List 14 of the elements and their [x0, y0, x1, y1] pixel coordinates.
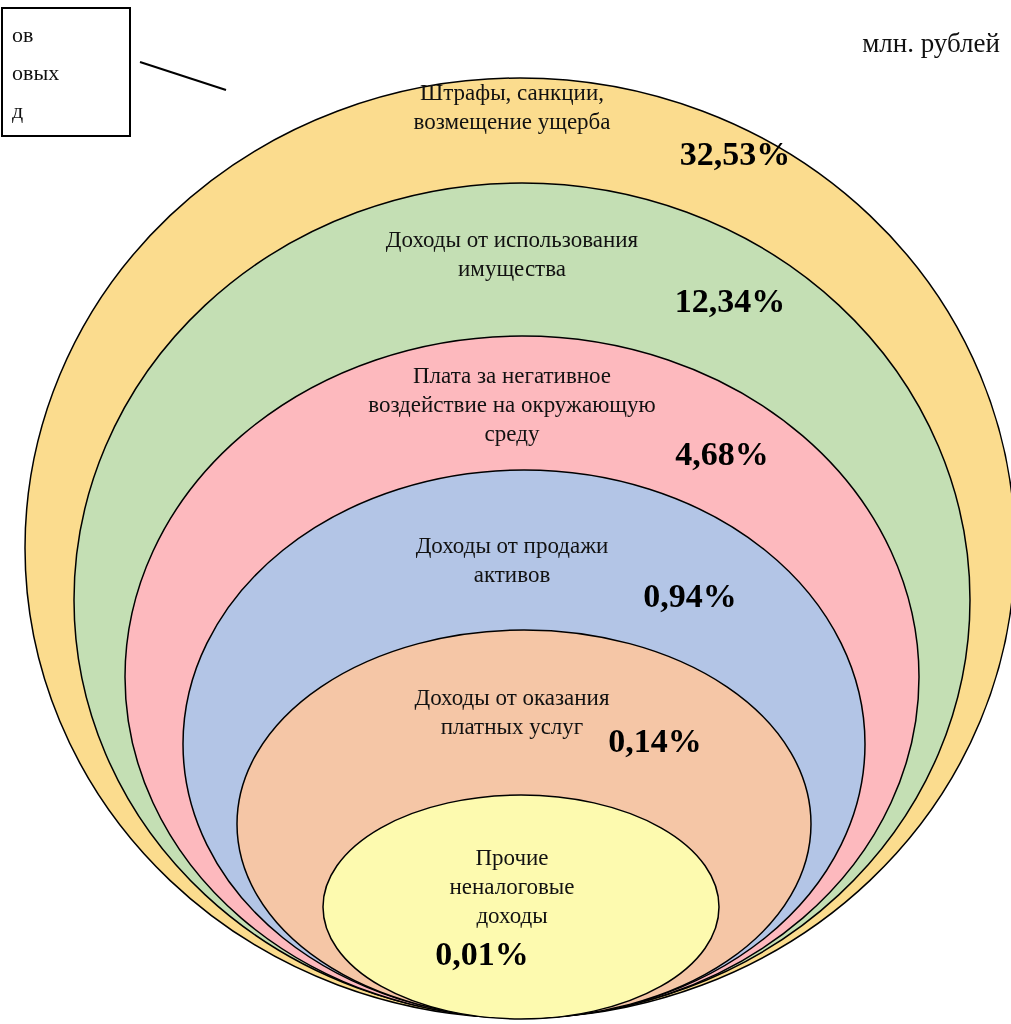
- data-label: 0,01%: [435, 935, 529, 972]
- category-label: Плата за негативное воздействие на окружающую среду: [368, 363, 656, 446]
- category-label: Штрафы, санкции, возмещение ущерба: [413, 80, 611, 134]
- data-label: 12,34%: [674, 282, 786, 319]
- data-label: 4,68%: [675, 435, 769, 472]
- category-label: Доходы от использования имущества: [385, 227, 639, 281]
- data-label: 0,94%: [643, 577, 737, 614]
- text: ов овых д: [12, 22, 60, 123]
- data-label: 32,53%: [679, 135, 791, 172]
- text: млн. рублей: [862, 28, 1000, 58]
- category-label: Прочие неналоговые доходы: [449, 845, 575, 928]
- category-label: Доходы от оказания платных услуг: [414, 685, 610, 739]
- category-label: Доходы от продажи активов: [415, 533, 609, 587]
- data-label: 0,14%: [608, 722, 702, 759]
